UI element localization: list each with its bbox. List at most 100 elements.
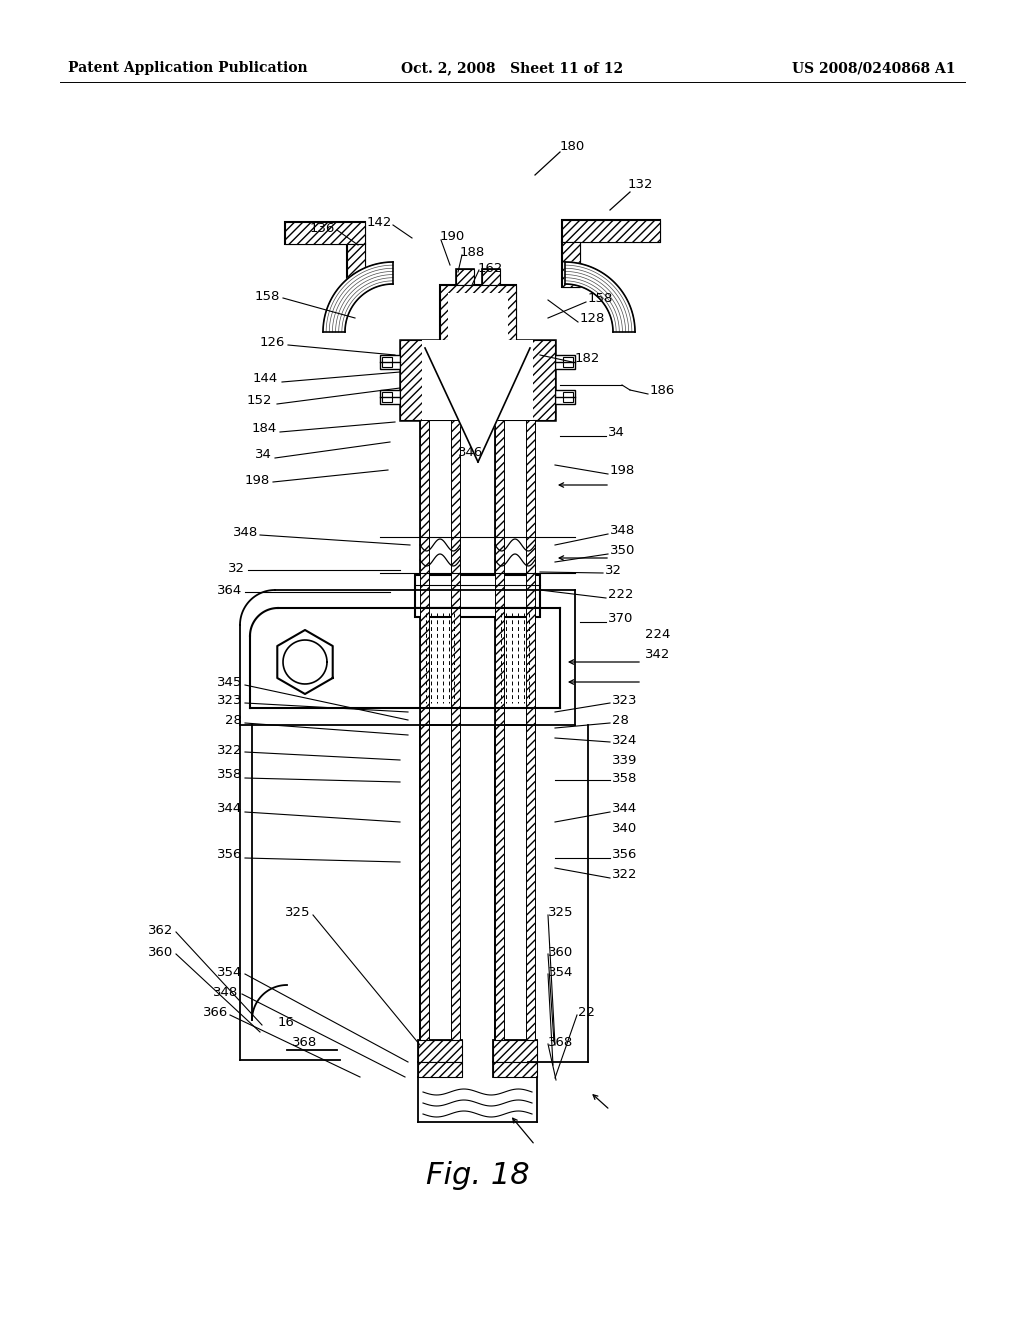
Text: 339: 339: [612, 754, 637, 767]
Bar: [285, 222, 365, 244]
Bar: [418, 1040, 462, 1063]
Text: 198: 198: [245, 474, 270, 487]
Text: 322: 322: [612, 869, 638, 882]
Bar: [495, 420, 535, 1060]
Text: 132: 132: [628, 178, 653, 191]
Text: 323: 323: [612, 693, 638, 706]
Text: 360: 360: [147, 945, 173, 958]
Bar: [422, 341, 534, 420]
Text: 224: 224: [645, 628, 671, 642]
Bar: [418, 1063, 462, 1077]
Bar: [493, 1063, 537, 1077]
Text: 34: 34: [255, 449, 272, 462]
Text: 350: 350: [610, 544, 635, 557]
Bar: [562, 242, 580, 286]
Text: 180: 180: [560, 140, 586, 153]
Text: 32: 32: [605, 564, 622, 577]
Text: 28: 28: [225, 714, 242, 726]
Bar: [380, 355, 400, 370]
Text: Fig. 18: Fig. 18: [426, 1160, 529, 1189]
Text: 360: 360: [548, 945, 573, 958]
Text: 323: 323: [216, 693, 242, 706]
Text: 348: 348: [213, 986, 238, 998]
Text: 158: 158: [255, 289, 280, 302]
Bar: [347, 244, 365, 289]
Text: 348: 348: [610, 524, 635, 536]
Bar: [420, 725, 460, 1063]
Bar: [380, 389, 400, 404]
Bar: [495, 725, 504, 1063]
Polygon shape: [323, 261, 393, 333]
Text: 162: 162: [478, 261, 504, 275]
Text: 190: 190: [440, 231, 465, 243]
Bar: [563, 392, 573, 403]
Text: Patent Application Publication: Patent Application Publication: [68, 61, 307, 75]
Text: 344: 344: [612, 801, 637, 814]
Text: 28: 28: [612, 714, 629, 726]
Text: 354: 354: [548, 965, 573, 978]
Bar: [526, 420, 535, 1060]
Text: 325: 325: [285, 906, 310, 919]
Bar: [400, 341, 555, 420]
Text: 222: 222: [608, 589, 634, 602]
Bar: [495, 725, 535, 1063]
Text: 144: 144: [253, 371, 278, 384]
Text: 342: 342: [645, 648, 671, 661]
Bar: [440, 285, 516, 341]
Text: 198: 198: [610, 463, 635, 477]
Bar: [493, 1040, 537, 1063]
Text: 16: 16: [278, 1015, 295, 1028]
Bar: [418, 1040, 462, 1063]
Text: 188: 188: [460, 246, 485, 259]
Text: 128: 128: [580, 312, 605, 325]
Text: 152: 152: [247, 393, 272, 407]
Text: 184: 184: [252, 421, 278, 434]
Text: 370: 370: [608, 611, 634, 624]
Text: 34: 34: [608, 425, 625, 438]
Bar: [400, 341, 555, 420]
Text: 345: 345: [217, 676, 242, 689]
Text: 356: 356: [217, 849, 242, 862]
Text: 325: 325: [548, 906, 573, 919]
Text: 358: 358: [217, 768, 242, 781]
Bar: [562, 242, 580, 286]
Bar: [562, 220, 660, 242]
Polygon shape: [425, 348, 530, 462]
Bar: [440, 285, 516, 341]
Bar: [285, 222, 365, 244]
Bar: [456, 269, 474, 285]
Bar: [420, 420, 429, 1060]
Bar: [451, 420, 460, 1060]
Bar: [418, 1063, 462, 1077]
Text: US 2008/0240868 A1: US 2008/0240868 A1: [793, 61, 956, 75]
Text: Oct. 2, 2008   Sheet 11 of 12: Oct. 2, 2008 Sheet 11 of 12: [401, 61, 623, 75]
Text: 136: 136: [309, 222, 335, 235]
Text: 182: 182: [575, 351, 600, 364]
Bar: [415, 576, 540, 616]
Bar: [449, 293, 508, 341]
Bar: [382, 392, 392, 403]
Text: 142: 142: [367, 215, 392, 228]
Bar: [456, 269, 474, 285]
Polygon shape: [565, 261, 635, 333]
Bar: [563, 356, 573, 367]
Bar: [562, 220, 660, 242]
Text: 322: 322: [216, 743, 242, 756]
Bar: [420, 725, 429, 1063]
Text: 368: 368: [548, 1035, 573, 1048]
Text: 186: 186: [650, 384, 675, 396]
Text: 126: 126: [260, 335, 285, 348]
Text: 354: 354: [217, 965, 242, 978]
Text: 366: 366: [203, 1006, 228, 1019]
Text: 22: 22: [578, 1006, 595, 1019]
Bar: [495, 420, 504, 1060]
Bar: [482, 269, 500, 285]
Text: 344: 344: [217, 801, 242, 814]
Text: 348: 348: [232, 525, 258, 539]
Text: 324: 324: [612, 734, 637, 747]
Bar: [451, 725, 460, 1063]
Bar: [382, 356, 392, 367]
Text: 362: 362: [147, 924, 173, 936]
Bar: [493, 1063, 537, 1077]
Text: 158: 158: [588, 292, 613, 305]
